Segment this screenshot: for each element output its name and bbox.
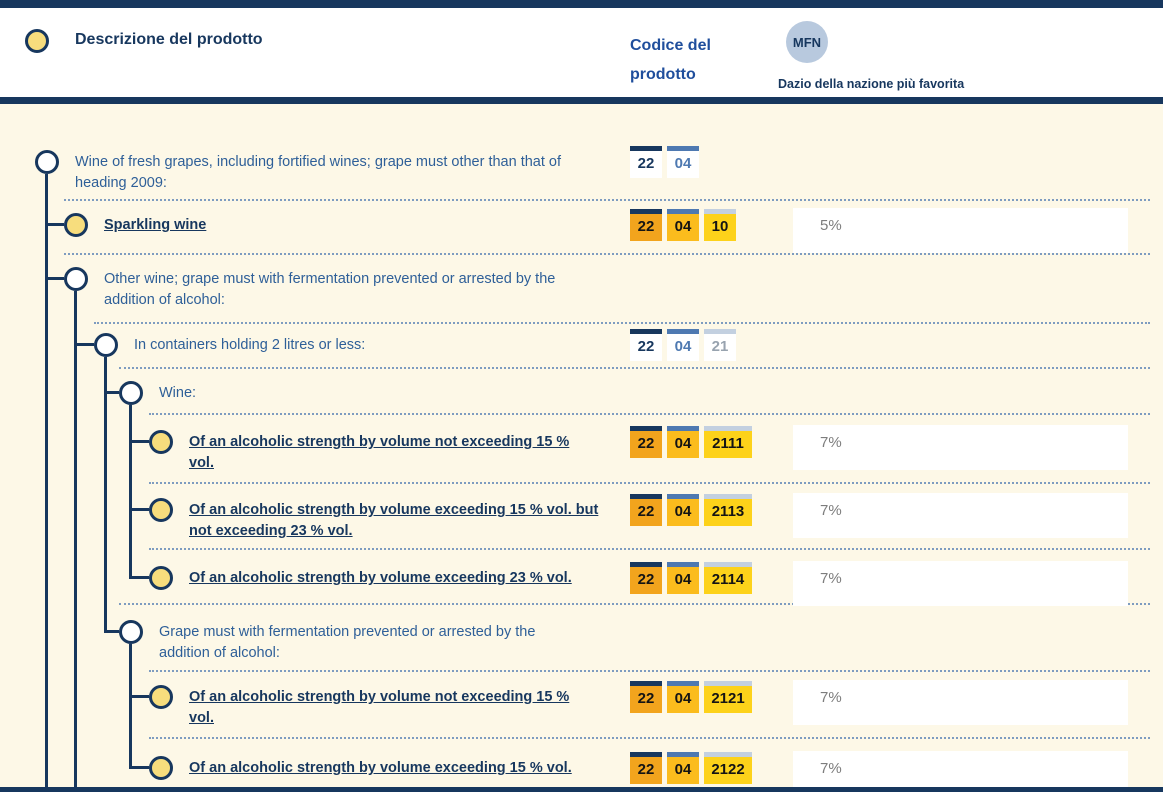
code-chip: 04 — [667, 681, 699, 713]
tree-connector — [129, 766, 149, 769]
tree-node-circle — [64, 267, 88, 291]
code-chip: 2121 — [704, 681, 752, 713]
mfn-duty-value: 7% — [793, 493, 1128, 538]
tariff-tree: Wine of fresh grapes, including fortifie… — [0, 104, 1163, 792]
row-separator — [149, 670, 1150, 672]
mfn-duty-value: 7% — [793, 425, 1128, 470]
tree-connector — [45, 223, 64, 226]
tree-connector — [129, 440, 149, 443]
product-link[interactable]: Of an alcoholic strength by volume excee… — [189, 760, 572, 776]
product-bullet-icon — [25, 29, 49, 53]
product-link[interactable]: Of an alcoholic strength by volume not e… — [189, 689, 570, 726]
tree-leaf-circle — [149, 430, 173, 454]
row-separator — [149, 413, 1150, 415]
product-link[interactable]: Sparkling wine — [104, 217, 207, 233]
product-link[interactable]: Of an alcoholic strength by volume excee… — [189, 570, 572, 586]
description-column-header: Descrizione del prodotto — [75, 31, 263, 48]
product-description: Grape must with fermentation prevented o… — [159, 624, 536, 661]
row-separator — [149, 482, 1150, 484]
code-chip: 04 — [667, 562, 699, 594]
tree-node-circle — [35, 150, 59, 174]
code-chip: 2113 — [704, 494, 752, 526]
code-chip: 2114 — [704, 562, 752, 594]
product-description: In containers holding 2 litres or less: — [134, 337, 366, 353]
bottom-divider — [0, 787, 1163, 792]
code-chip: 2122 — [704, 752, 752, 784]
mfn-badge-label: MFN — [792, 34, 822, 50]
row-separator — [64, 253, 1150, 255]
mfn-duty-value: 7% — [793, 751, 1128, 792]
code-chip: 22 — [630, 146, 662, 178]
tree-leaf-circle — [149, 685, 173, 709]
tree-node-circle — [119, 381, 143, 405]
tree-connector — [129, 695, 149, 698]
tree-connector — [104, 630, 119, 633]
code-chip: 22 — [630, 562, 662, 594]
tree-connector — [45, 277, 64, 280]
row-separator — [149, 737, 1150, 739]
code-chip: 04 — [667, 329, 699, 361]
mfn-column-caption: Dazio della nazione più favorita — [778, 77, 965, 91]
code-chip: 22 — [630, 494, 662, 526]
code-chip: 04 — [667, 494, 699, 526]
product-code-chips: 22 04 2121 — [630, 681, 757, 713]
product-link[interactable]: Of an alcoholic strength by volume excee… — [189, 502, 599, 539]
tree-rail-level2 — [74, 291, 77, 792]
tree-connector — [129, 576, 149, 579]
code-chip: 04 — [667, 426, 699, 458]
tree-leaf-circle — [149, 756, 173, 780]
mfn-duty-value: 7% — [793, 680, 1128, 725]
product-description: Other wine; grape must with fermentation… — [104, 271, 556, 308]
product-code-chips: 22 04 2114 — [630, 562, 757, 594]
product-code-chips: 22 04 2122 — [630, 752, 757, 784]
code-chip: 10 — [704, 209, 736, 241]
product-description: Wine of fresh grapes, including fortifie… — [75, 154, 562, 191]
tree-rail-level1 — [45, 174, 48, 792]
row-separator — [64, 199, 1150, 201]
product-code-chips: 22 04 21 — [630, 329, 741, 361]
product-code-chips: 22 04 2111 — [630, 426, 757, 458]
product-code-chips: 22 04 10 — [630, 209, 741, 241]
row-separator — [94, 322, 1150, 324]
code-chip: 22 — [630, 752, 662, 784]
code-chip: 21 — [704, 329, 736, 361]
row-separator — [119, 367, 1150, 369]
top-divider — [0, 0, 1163, 8]
code-chip: 04 — [667, 146, 699, 178]
tree-node-circle — [94, 333, 118, 357]
code-chip: 2111 — [704, 426, 752, 458]
mfn-duty-value: 7% — [793, 561, 1128, 606]
mfn-badge: MFN — [786, 21, 828, 63]
header-rule — [0, 97, 1163, 104]
product-link[interactable]: Of an alcoholic strength by volume not e… — [189, 434, 570, 471]
code-chip: 04 — [667, 209, 699, 241]
product-description: Wine: — [159, 385, 197, 401]
code-column-header: Codice del prodotto — [630, 37, 711, 83]
row-separator — [149, 548, 1150, 550]
code-chip: 22 — [630, 209, 662, 241]
tree-rail-level4-wine — [129, 405, 132, 579]
tree-connector — [129, 508, 149, 511]
tree-connector — [74, 343, 94, 346]
product-code-chips: 22 04 — [630, 146, 704, 178]
code-chip: 04 — [667, 752, 699, 784]
tree-leaf-circle — [64, 213, 88, 237]
tree-rail-level4-grapemust — [129, 644, 132, 769]
row-separator — [119, 603, 1150, 605]
tree-rail-level3 — [104, 357, 107, 633]
tree-leaf-circle — [149, 566, 173, 590]
mfn-duty-value: 5% — [793, 208, 1128, 253]
tree-node-circle — [119, 620, 143, 644]
code-chip: 22 — [630, 329, 662, 361]
code-chip: 22 — [630, 426, 662, 458]
product-code-chips: 22 04 2113 — [630, 494, 757, 526]
code-chip: 22 — [630, 681, 662, 713]
tree-connector — [104, 391, 119, 394]
tree-leaf-circle — [149, 498, 173, 522]
